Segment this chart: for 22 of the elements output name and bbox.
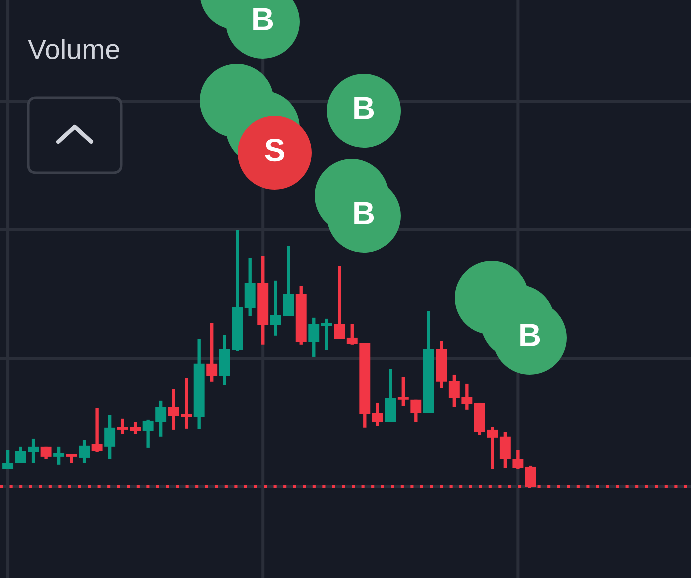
candlestick xyxy=(410,400,422,422)
candlestick xyxy=(308,318,320,357)
text: B xyxy=(354,202,374,224)
candlestick xyxy=(385,369,396,422)
candlestick xyxy=(321,318,332,350)
candlestick xyxy=(334,266,346,339)
candlestick xyxy=(398,377,409,406)
candlestick xyxy=(40,446,52,460)
text: B xyxy=(254,8,274,30)
candlestick xyxy=(2,450,14,470)
candlestick xyxy=(104,415,116,460)
candlestick xyxy=(54,446,65,465)
candlestick xyxy=(206,323,218,382)
text: B xyxy=(354,97,374,120)
text: Volume xyxy=(28,39,120,60)
annotation: B xyxy=(520,324,540,346)
candlestick xyxy=(500,432,511,468)
text: S xyxy=(265,138,284,162)
candlestick xyxy=(512,450,524,470)
candlestick xyxy=(372,402,384,426)
candlestick xyxy=(92,408,103,452)
candlestick xyxy=(79,440,90,464)
